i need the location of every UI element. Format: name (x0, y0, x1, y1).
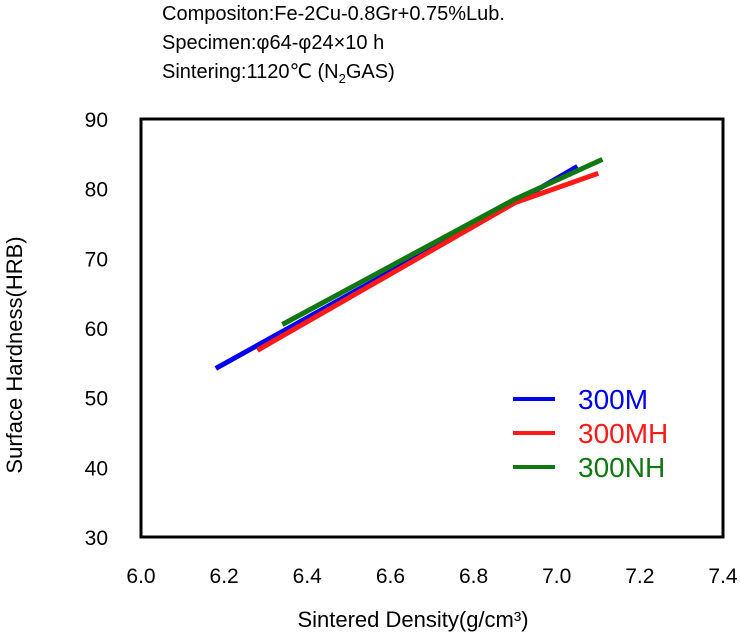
x-tick-label: 7.4 (708, 565, 738, 588)
y-tick-label: 50 (85, 388, 108, 411)
legend-label-300m: 300M (578, 384, 648, 415)
sintering-prefix: Sintering:1120℃ (N (162, 61, 339, 83)
y-tick-label: 80 (85, 179, 108, 202)
x-tick-label: 7.0 (542, 565, 571, 588)
x-axis-ticks: 6.0 6.2 6.4 6.6 6.8 7.0 7.2 7.4 (126, 565, 738, 588)
chart-header: Compositon:Fe-2Cu-0.8Gr+0.75%Lub. Specim… (162, 0, 505, 93)
x-tick-label: 6.0 (126, 565, 155, 588)
specimen-text: Specimen:φ64-φ24×10 h (162, 32, 385, 54)
x-tick-label: 6.2 (210, 565, 239, 588)
plot-frame (139, 117, 725, 539)
y-tick-label: 30 (85, 527, 108, 550)
sintering-text: Sintering:1120℃ (N2GAS) (162, 58, 505, 93)
legend-label-300mh: 300MH (578, 418, 668, 449)
x-tick-label: 6.6 (376, 565, 405, 588)
y-axis-ticks: 30 40 50 60 70 80 90 (85, 109, 108, 550)
x-tick-label: 6.4 (293, 565, 323, 588)
series-line-300nh (281, 157, 604, 327)
y-tick-label: 90 (85, 109, 108, 132)
sintering-subscript: 2 (338, 71, 346, 86)
x-tick-label: 6.8 (459, 565, 488, 588)
series-line-300mh (256, 170, 600, 353)
y-tick-label: 40 (85, 457, 108, 480)
legend-label-300nh: 300NH (578, 452, 665, 483)
x-tick-label: 7.2 (625, 565, 654, 588)
composition-text: Compositon:Fe-2Cu-0.8Gr+0.75%Lub. (162, 3, 505, 25)
y-axis-title: Surface Hardness(HRB) (2, 236, 27, 473)
x-axis-title: Sintered Density(g/cm³) (297, 607, 528, 632)
y-tick-label: 70 (85, 248, 108, 271)
sintering-suffix: GAS) (345, 61, 395, 83)
series-lines (214, 157, 604, 371)
y-tick-label: 60 (85, 318, 108, 341)
